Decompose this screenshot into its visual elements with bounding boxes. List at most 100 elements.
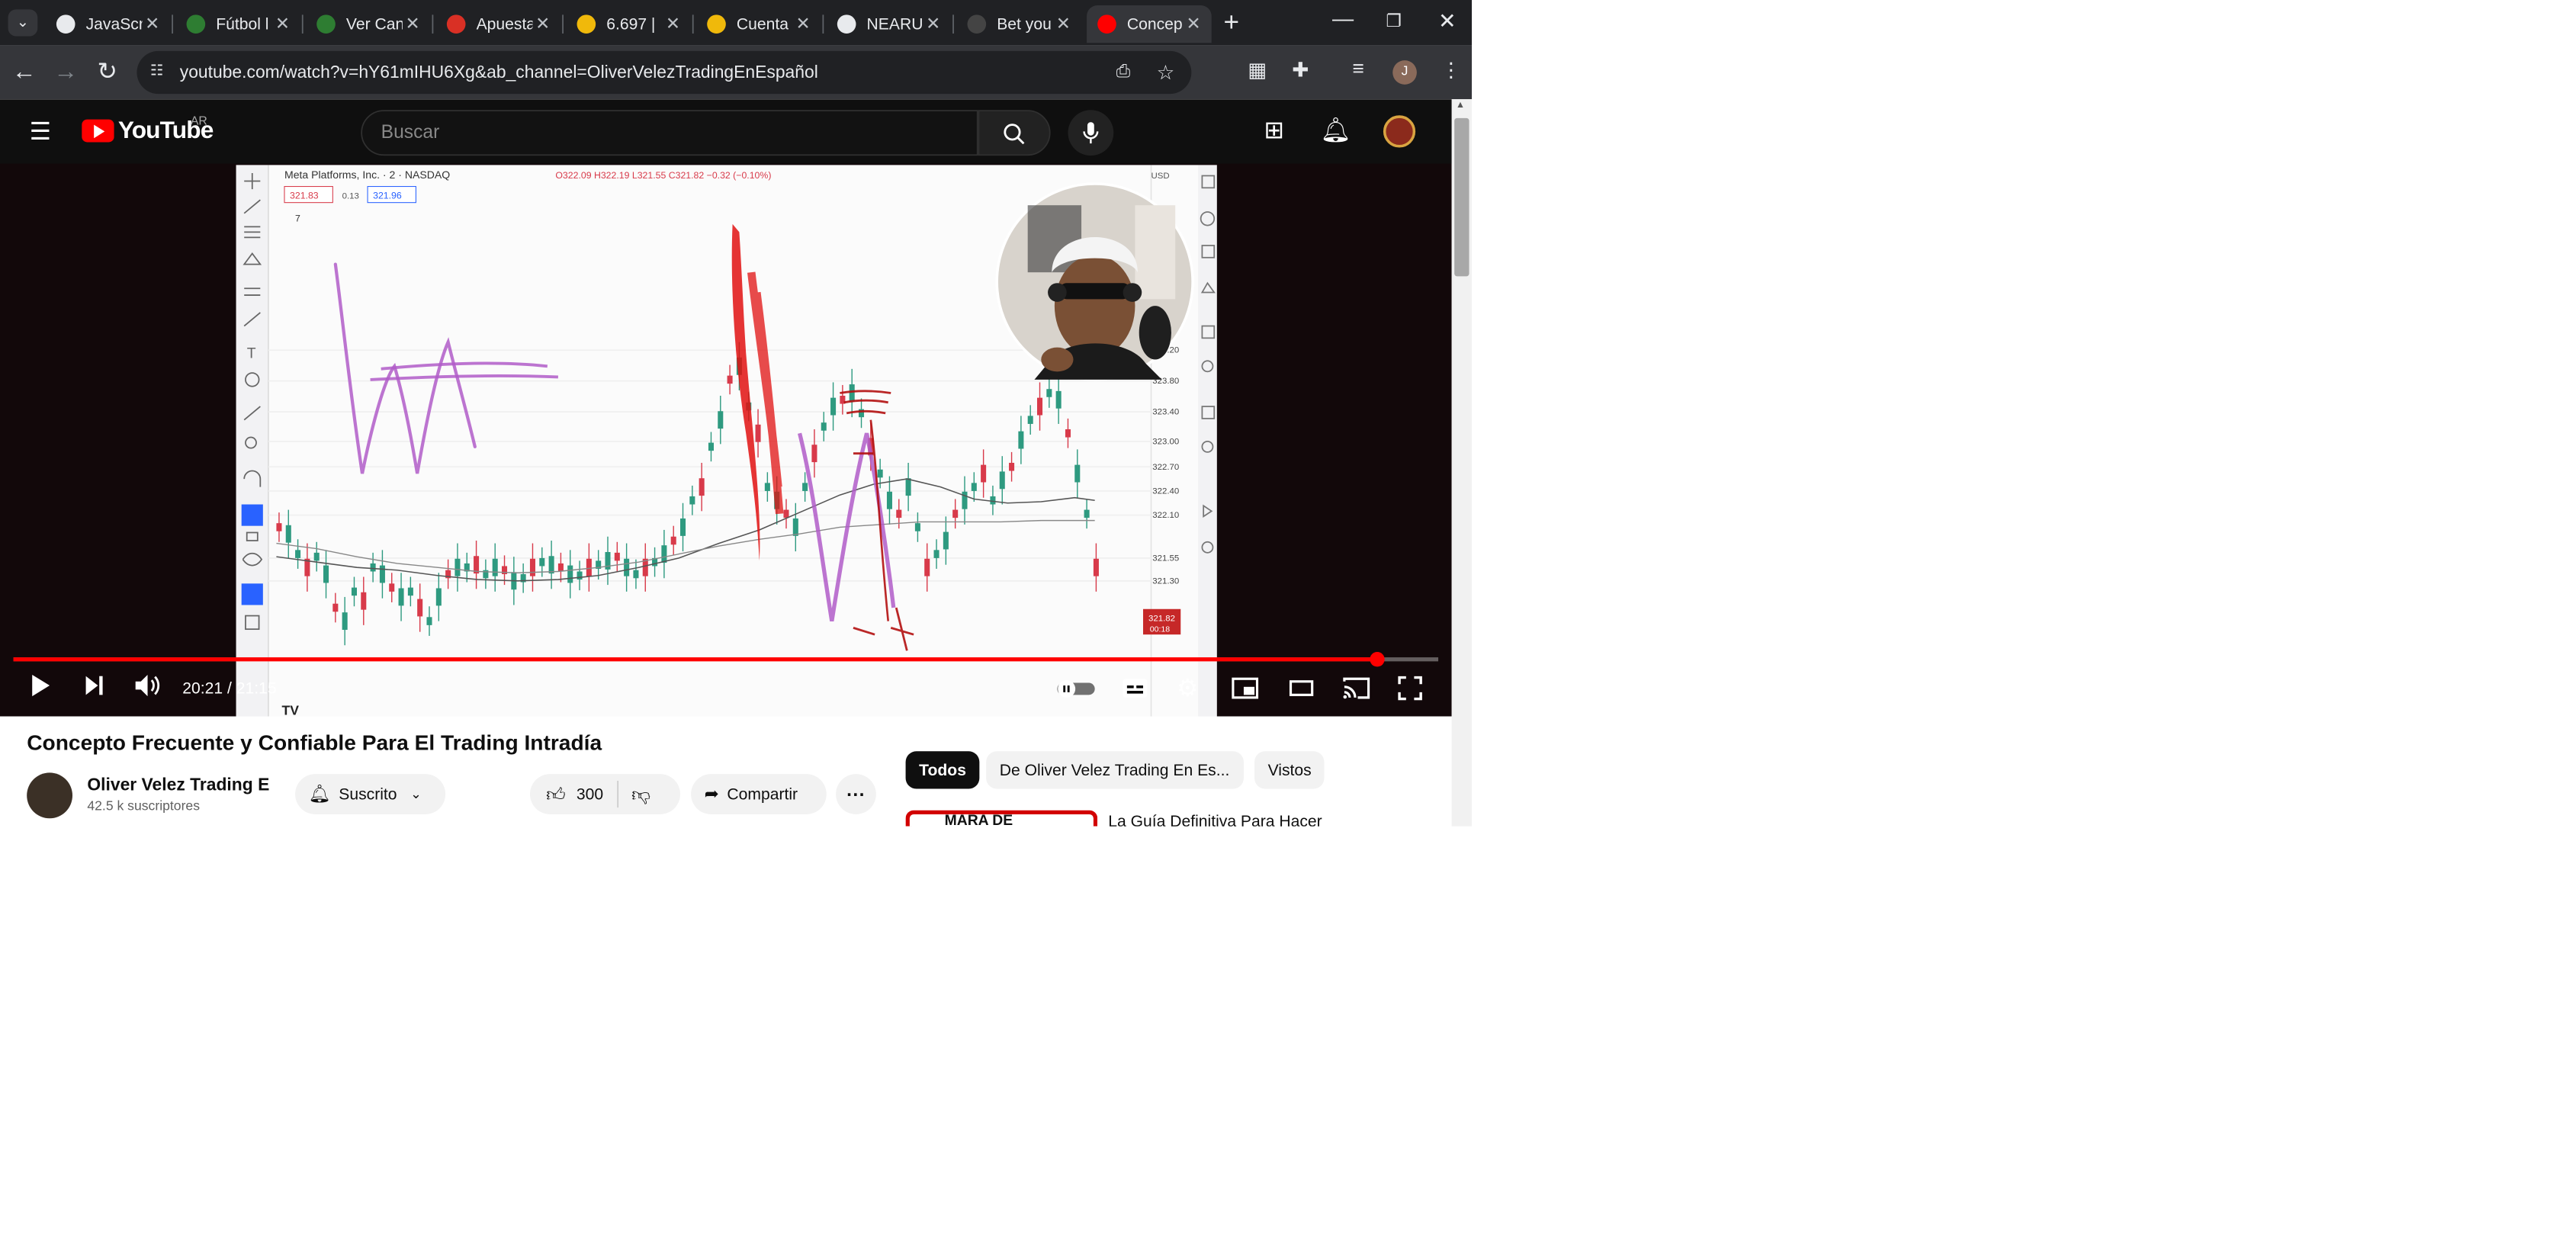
notifications-bell-icon[interactable]: 🔔︎ bbox=[1320, 117, 1351, 144]
browser-tab[interactable]: JavaScri ✕ bbox=[46, 5, 171, 43]
video-frame[interactable]: Meta Platforms, Inc. · 2 · NASDAQ O322.0… bbox=[236, 165, 1217, 717]
channel-avatar[interactable] bbox=[27, 772, 73, 819]
install-app-icon[interactable]: ⎙ bbox=[1116, 60, 1131, 81]
reload-icon[interactable]: ↻ bbox=[97, 57, 118, 85]
chart-currency: USD bbox=[1151, 172, 1170, 181]
progress-scrubber[interactable] bbox=[1370, 652, 1386, 667]
share-button[interactable]: ➦ Compartir bbox=[691, 774, 827, 814]
candle-body bbox=[792, 518, 798, 536]
recommendation-title[interactable]: La Guía Definitiva Para Hacer bbox=[1108, 811, 1322, 827]
next-button[interactable] bbox=[83, 675, 104, 703]
browser-tab[interactable]: Apuesta ✕ bbox=[436, 5, 561, 43]
tab-close-icon[interactable]: ✕ bbox=[795, 13, 811, 34]
tab-close-icon[interactable]: ✕ bbox=[535, 13, 551, 34]
theater-mode-button[interactable] bbox=[1288, 677, 1315, 705]
candle-body bbox=[670, 536, 676, 545]
address-bar[interactable]: ☷ youtube.com/watch?v=hY61mIHU6Xg&ab_cha… bbox=[137, 50, 1192, 95]
candle-body bbox=[539, 557, 545, 567]
browser-tab[interactable]: Concep ✕ bbox=[1087, 5, 1212, 43]
extensions-puzzle-icon[interactable]: ✚ bbox=[1292, 59, 1309, 82]
search-button[interactable] bbox=[978, 110, 1051, 156]
tab-close-icon[interactable]: ✕ bbox=[145, 13, 160, 34]
forward-icon[interactable]: → bbox=[53, 57, 79, 85]
browser-tab[interactable]: NEARU ✕ bbox=[827, 5, 952, 43]
browser-tab[interactable]: 6.697 | ✕ bbox=[566, 5, 691, 43]
like-button[interactable]: 👍︎ 300 bbox=[546, 783, 603, 806]
next-icon bbox=[85, 676, 103, 695]
tab-search-button[interactable]: ⌄ bbox=[8, 9, 38, 37]
page-scrollbar[interactable]: ▲ bbox=[1451, 99, 1473, 827]
chip-todos[interactable]: Todos bbox=[905, 751, 980, 789]
tab-title: JavaScri bbox=[85, 14, 143, 34]
candle-body bbox=[680, 518, 686, 536]
tab-close-icon[interactable]: ✕ bbox=[405, 13, 420, 34]
browser-tab[interactable]: Ver Can ✕ bbox=[306, 5, 431, 43]
candle-body bbox=[276, 523, 282, 531]
chip-vistos[interactable]: Vistos bbox=[1254, 751, 1325, 789]
tab-close-icon[interactable]: ✕ bbox=[926, 13, 941, 34]
minimize-icon[interactable]: — bbox=[1332, 8, 1354, 31]
theater-mode-icon bbox=[1289, 680, 1314, 696]
extension-icon[interactable]: ▦ bbox=[1248, 59, 1267, 82]
browser-tab[interactable]: Bet you ✕ bbox=[956, 5, 1081, 43]
autoplay-toggle[interactable] bbox=[1056, 679, 1097, 704]
restore-icon[interactable]: ❐ bbox=[1386, 11, 1402, 31]
microphone-icon bbox=[1083, 122, 1099, 144]
tab-title: NEARU bbox=[866, 14, 923, 34]
browser-tab[interactable]: Cuenta ✕ bbox=[696, 5, 821, 43]
tab-title: Fútbol l bbox=[216, 14, 269, 34]
search-input[interactable] bbox=[381, 120, 945, 143]
video-title: Concepto Frecuente y Confiable Para El T… bbox=[27, 732, 602, 756]
dislike-button[interactable]: 👎︎ bbox=[631, 783, 650, 806]
tab-close-icon[interactable]: ✕ bbox=[1186, 13, 1201, 34]
profile-avatar[interactable]: J bbox=[1392, 60, 1417, 85]
account-avatar[interactable] bbox=[1383, 115, 1416, 148]
menu-icon[interactable]: ☰ bbox=[29, 117, 52, 146]
like-count: 300 bbox=[576, 785, 604, 804]
volume-button[interactable] bbox=[134, 673, 161, 704]
cast-button[interactable] bbox=[1341, 676, 1371, 707]
play-button[interactable] bbox=[30, 673, 51, 704]
scrollbar-thumb[interactable] bbox=[1454, 117, 1469, 277]
channel-name[interactable]: Oliver Velez Trading E bbox=[87, 774, 270, 795]
chip-channel[interactable]: De Oliver Velez Trading En Es... bbox=[986, 751, 1244, 789]
create-video-icon[interactable]: ⊞ bbox=[1264, 117, 1284, 144]
candle-body bbox=[483, 570, 489, 579]
site-info-icon[interactable]: ☷ bbox=[150, 63, 164, 79]
youtube-logo-text[interactable]: YouTube bbox=[117, 117, 214, 144]
voice-search-button[interactable] bbox=[1068, 110, 1114, 156]
new-tab-button[interactable]: + bbox=[1223, 8, 1240, 38]
chrome-menu-icon[interactable]: ⋮ bbox=[1441, 59, 1461, 82]
back-icon[interactable]: ← bbox=[11, 57, 37, 85]
candle-body bbox=[1093, 558, 1099, 576]
candle-body bbox=[783, 509, 789, 518]
tab-close-icon[interactable]: ✕ bbox=[1055, 13, 1071, 34]
candle-body bbox=[285, 525, 291, 543]
youtube-logo-icon[interactable] bbox=[82, 119, 114, 143]
subtitles-button[interactable] bbox=[1122, 677, 1148, 705]
settings-gear-icon[interactable]: ⚙ bbox=[1176, 674, 1199, 702]
chart-symbol-header: Meta Platforms, Inc. · 2 · NASDAQ bbox=[284, 169, 450, 181]
tab-close-icon[interactable]: ✕ bbox=[275, 13, 291, 34]
tab-close-icon[interactable]: ✕ bbox=[665, 13, 681, 34]
chart-ask: 321.96 bbox=[373, 190, 402, 201]
candle-body bbox=[905, 478, 911, 496]
progress-bar-played[interactable] bbox=[13, 657, 1377, 662]
close-window-icon[interactable]: ✕ bbox=[1438, 11, 1457, 34]
browser-tab[interactable]: Fútbol l ✕ bbox=[175, 5, 300, 43]
candle-body bbox=[426, 617, 432, 625]
fullscreen-button[interactable] bbox=[1398, 676, 1422, 707]
subscribed-button[interactable]: 🔔︎ Suscrito ⌄ bbox=[295, 774, 446, 814]
media-control-icon[interactable]: ≡ bbox=[1352, 57, 1364, 81]
candle-body bbox=[914, 523, 920, 531]
more-actions-button[interactable]: ··· bbox=[836, 774, 876, 814]
miniplayer-button[interactable] bbox=[1232, 677, 1259, 705]
candle-body bbox=[313, 552, 320, 561]
bookmark-star-icon[interactable]: ☆ bbox=[1156, 61, 1175, 85]
recommendation-thumbnail[interactable]: MARA DE bbox=[905, 810, 1098, 827]
tab-separator bbox=[301, 14, 304, 34]
candle-body bbox=[821, 422, 827, 431]
scroll-up-arrow-icon[interactable]: ▲ bbox=[1455, 100, 1466, 111]
candle-body bbox=[840, 396, 846, 404]
candle-body bbox=[445, 570, 451, 579]
